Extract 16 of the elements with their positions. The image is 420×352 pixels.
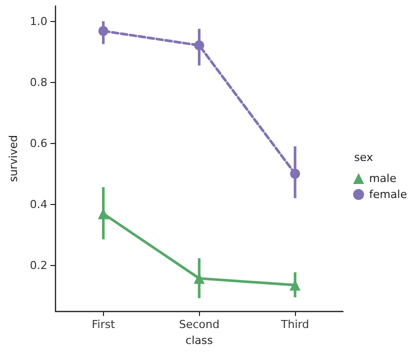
point xyxy=(98,26,108,36)
y-tick-label: 0.2 xyxy=(30,258,48,272)
x-tick-label: Third xyxy=(280,318,310,331)
legend-label: male xyxy=(369,172,397,185)
y-tick-label: 1.0 xyxy=(30,14,48,28)
x-axis-title: class xyxy=(186,334,214,347)
x-tick-label: First xyxy=(92,318,116,331)
y-tick-label: 0.6 xyxy=(30,136,48,150)
point xyxy=(194,40,204,50)
y-axis-title: survived xyxy=(7,134,20,182)
y-tick-label: 0.8 xyxy=(30,76,48,89)
legend-label: female xyxy=(369,188,408,201)
y-tick-label: 0.4 xyxy=(30,198,48,211)
legend-title: sex xyxy=(354,151,374,164)
point xyxy=(290,168,300,179)
x-tick-label: Second xyxy=(178,318,220,331)
